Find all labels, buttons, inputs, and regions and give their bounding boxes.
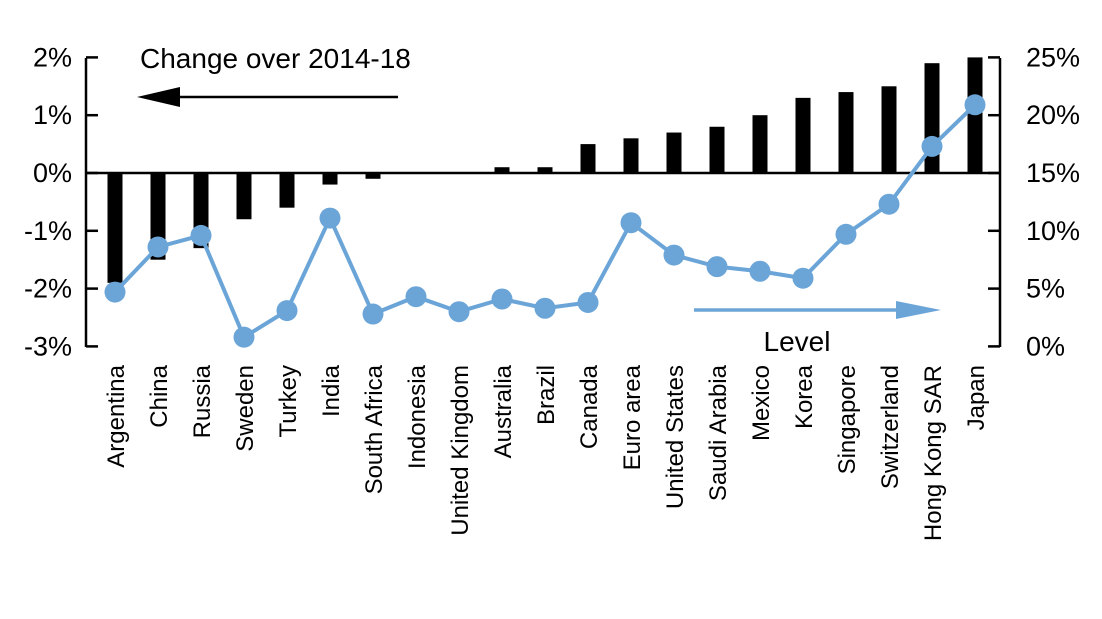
dot-euro-area [620,212,642,234]
right-axis-tick-label: 5% [1026,274,1065,304]
dot-korea [792,267,814,289]
dot-russia [190,224,212,246]
dot-mexico [749,260,771,282]
line-series-label: Level [764,326,831,357]
right-axis-tick-label: 25% [1026,42,1080,72]
x-label-euro-area: Euro area [619,364,646,470]
bar-euro-area [623,138,639,173]
dot-saudi-arabia [706,256,728,278]
x-label-argentina: Argentina [103,364,130,467]
x-label-saudi-arabia: Saudi Arabia [705,364,732,501]
x-label-canada: Canada [576,364,603,449]
x-label-india: India [318,364,345,417]
bar-series-label: Change over 2014-18 [140,43,411,74]
dot-china [147,236,169,258]
bar-india [322,173,338,185]
x-label-turkey: Turkey [275,365,302,437]
bar-sweden [236,173,252,220]
left-axis-tick-label: 0% [33,158,72,188]
left-axis-tick-label: 1% [33,100,72,130]
left-axis-tick-label: -2% [24,274,72,304]
dot-united-kingdom [448,301,470,323]
x-label-sweden: Sweden [232,365,259,452]
dot-united-states [663,244,685,266]
x-label-indonesia: Indonesia [404,364,431,469]
dot-switzerland [878,193,900,215]
bar-canada [580,144,596,173]
bar-mexico [752,115,768,173]
bar-united-states [666,132,682,173]
dot-australia [491,288,513,310]
dot-argentina [104,281,126,303]
x-label-united-states: United States [662,365,689,509]
left-axis-tick-label: -1% [24,216,72,246]
dot-canada [577,291,599,313]
x-label-china: China [146,364,173,427]
x-label-singapore: Singapore [834,365,861,474]
x-label-russia: Russia [189,364,216,438]
level-arrow-right-icon [896,301,941,319]
bar-singapore [838,92,854,173]
change-arrow-left-icon [137,87,180,107]
x-label-mexico: Mexico [748,365,775,441]
x-label-south-africa: South Africa [361,364,388,494]
bar-korea [795,97,811,173]
dot-hong-kong-sar [921,135,943,157]
dot-south-africa [362,303,384,325]
x-label-united-kingdom: United Kingdom [447,365,474,536]
dot-sweden [233,326,255,348]
left-axis-tick-label: -3% [24,331,72,361]
x-label-switzerland: Switzerland [877,365,904,489]
bar-turkey [279,173,295,208]
dot-japan [964,94,986,116]
dot-brazil [534,297,556,319]
x-label-hong-kong-sar: Hong Kong SAR [920,365,947,541]
bar-saudi-arabia [709,126,725,173]
left-axis-tick-label: 2% [33,42,72,72]
right-axis-tick-label: 10% [1026,216,1080,246]
x-label-brazil: Brazil [533,365,560,425]
right-axis-tick-label: 15% [1026,158,1080,188]
x-label-korea: Korea [791,364,818,429]
bar-switzerland [881,86,897,173]
dot-indonesia [405,286,427,308]
bar-australia [494,167,510,173]
bar-brazil [537,167,553,173]
x-label-japan: Japan [963,365,990,430]
bar-south-africa [365,173,381,179]
dot-india [319,207,341,229]
bar-argentina [107,173,123,283]
dot-turkey [276,300,298,322]
x-label-australia: Australia [490,364,517,458]
dot-singapore [835,223,857,245]
right-axis-tick-label: 20% [1026,100,1080,130]
right-axis-tick-label: 0% [1026,331,1065,361]
